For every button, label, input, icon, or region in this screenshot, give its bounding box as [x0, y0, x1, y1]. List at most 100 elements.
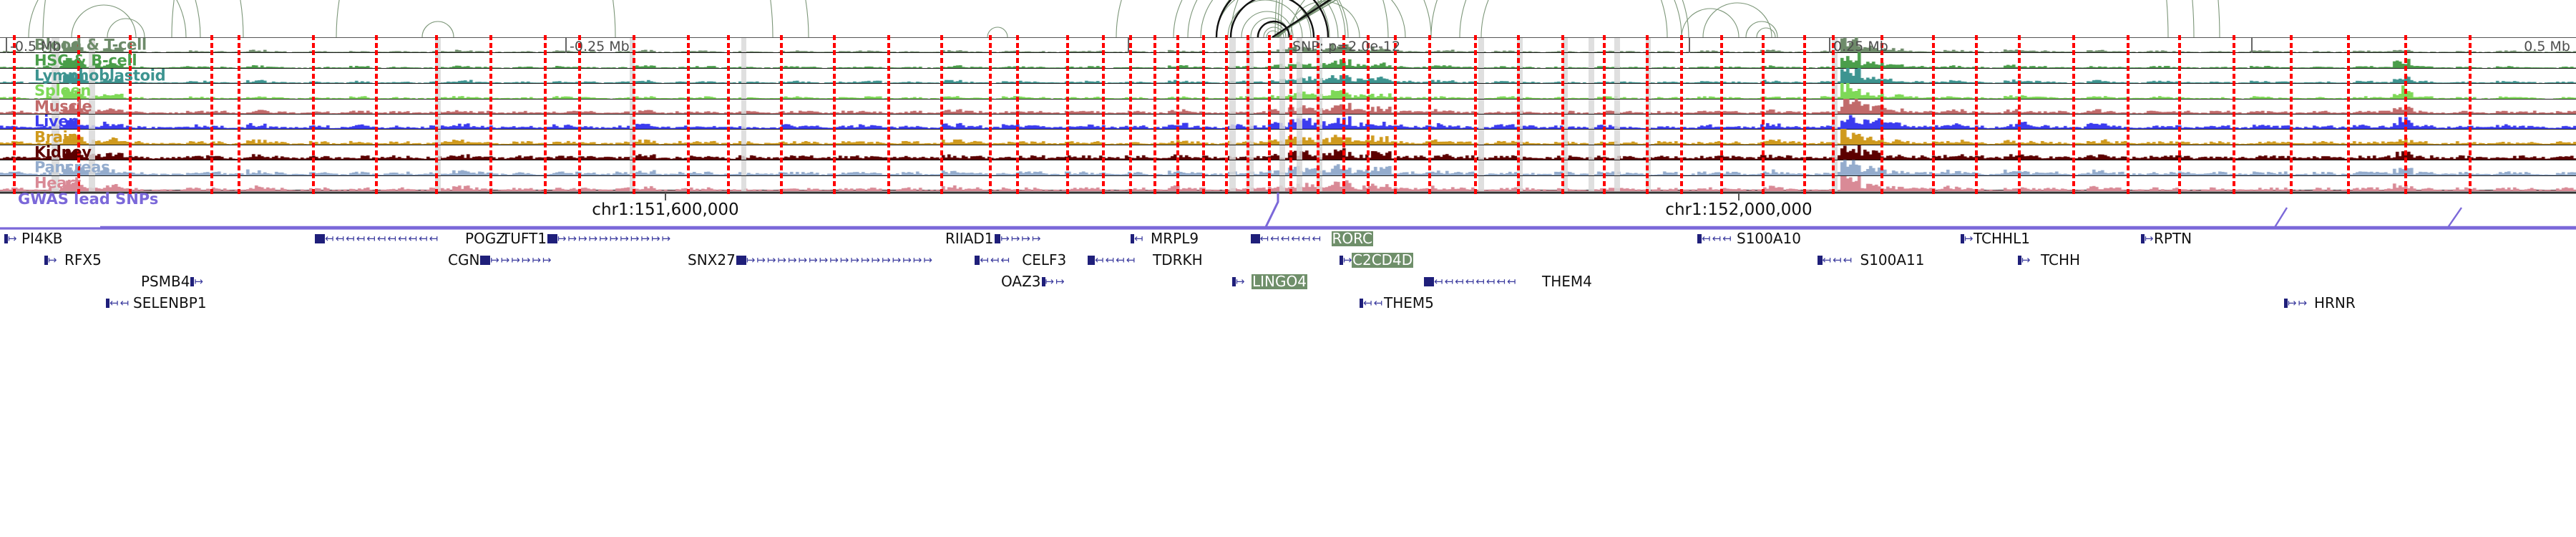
- snp-marker-line[interactable]: [2178, 50, 2181, 71]
- gene-snx27[interactable]: SNX27 ↦↦↦↦↦↦↦↦↦↦↦↦↦↦↦↦↦↦: [687, 252, 982, 268]
- snp-marker-line[interactable]: [1880, 50, 1883, 71]
- snp-marker-line[interactable]: [1202, 111, 1205, 132]
- snp-marker-line[interactable]: [687, 127, 690, 147]
- snp-marker-line[interactable]: [1646, 158, 1649, 178]
- snp-marker-line[interactable]: [312, 158, 315, 178]
- snp-marker-line[interactable]: [1428, 50, 1431, 71]
- snp-marker-line[interactable]: [1720, 65, 1723, 87]
- snp-marker-line[interactable]: [1153, 127, 1156, 147]
- snp-marker-line[interactable]: [1202, 65, 1205, 87]
- snp-marker-line[interactable]: [435, 50, 438, 71]
- snp-marker-line[interactable]: [1832, 35, 1835, 56]
- snp-marker-line[interactable]: [2233, 142, 2235, 163]
- snp-marker-line[interactable]: [940, 50, 943, 71]
- snp-marker-line[interactable]: [2233, 96, 2235, 117]
- snp-marker-line[interactable]: [1176, 81, 1179, 102]
- snp-marker-line[interactable]: [1225, 81, 1228, 102]
- snp-marker-line[interactable]: [887, 96, 890, 117]
- snp-marker-line[interactable]: [544, 96, 547, 117]
- snp-marker-line[interactable]: [2347, 96, 2350, 117]
- snp-marker-line[interactable]: [1102, 35, 1105, 56]
- snp-marker-line[interactable]: [2290, 96, 2293, 117]
- snp-marker-line[interactable]: [633, 111, 635, 132]
- snp-marker-line[interactable]: [1474, 81, 1477, 102]
- snp-marker-line[interactable]: [238, 81, 240, 102]
- snp-marker-line[interactable]: [1646, 111, 1649, 132]
- snp-marker-line[interactable]: [1762, 158, 1765, 178]
- snp-marker-line[interactable]: [1428, 111, 1431, 132]
- signal-track-row[interactable]: Brain: [0, 127, 2576, 147]
- snp-marker-line[interactable]: [1102, 65, 1105, 87]
- snp-marker-line[interactable]: [2347, 173, 2350, 194]
- snp-marker-line[interactable]: [833, 65, 836, 87]
- snp-marker-line[interactable]: [1603, 173, 1606, 194]
- snp-marker-line[interactable]: [1603, 158, 1606, 178]
- snp-marker-line[interactable]: [2072, 142, 2075, 163]
- snp-marker-line[interactable]: [1317, 96, 1319, 117]
- snp-marker-line[interactable]: [2404, 142, 2407, 163]
- snp-marker-line[interactable]: [210, 127, 213, 147]
- snp-marker-line[interactable]: [2404, 111, 2407, 132]
- snp-marker-line[interactable]: [1129, 142, 1132, 163]
- snp-marker-line[interactable]: [1975, 127, 1978, 147]
- snp-marker-line[interactable]: [633, 158, 635, 178]
- snp-marker-line[interactable]: [1428, 158, 1431, 178]
- snp-marker-line[interactable]: [544, 142, 547, 163]
- snp-marker-line[interactable]: [687, 35, 690, 56]
- snp-marker-line[interactable]: [1129, 96, 1132, 117]
- snp-marker-line[interactable]: [1517, 65, 1520, 87]
- snp-marker-line[interactable]: [77, 158, 80, 178]
- snp-marker-line[interactable]: [578, 81, 581, 102]
- snp-marker-line[interactable]: [833, 81, 836, 102]
- snp-marker-line[interactable]: [435, 65, 438, 87]
- snp-marker-line[interactable]: [989, 81, 992, 102]
- snp-marker-line[interactable]: [238, 158, 240, 178]
- snp-marker-line[interactable]: [687, 96, 690, 117]
- snp-marker-line[interactable]: [544, 50, 547, 71]
- snp-marker-line[interactable]: [1129, 173, 1132, 194]
- snp-marker-line[interactable]: [1202, 173, 1205, 194]
- snp-marker-line[interactable]: [1832, 65, 1835, 87]
- snp-marker-line[interactable]: [1474, 111, 1477, 132]
- snp-marker-line[interactable]: [1225, 173, 1228, 194]
- snp-marker-line[interactable]: [1367, 81, 1370, 102]
- snp-marker-line[interactable]: [2178, 142, 2181, 163]
- snp-marker-line[interactable]: [1268, 81, 1271, 102]
- snp-marker-line[interactable]: [1517, 142, 1520, 163]
- snp-marker-line[interactable]: [1342, 173, 1345, 194]
- snp-marker-line[interactable]: [2404, 81, 2407, 102]
- snp-marker-line[interactable]: [940, 127, 943, 147]
- snp-marker-line[interactable]: [2178, 111, 2181, 132]
- snp-marker-line[interactable]: [13, 65, 16, 87]
- signal-track-row[interactable]: Spleen: [0, 81, 2576, 102]
- snp-marker-line[interactable]: [1225, 65, 1228, 87]
- snp-marker-line[interactable]: [435, 35, 438, 56]
- snp-marker-line[interactable]: [1176, 50, 1179, 71]
- snp-marker-line[interactable]: [1153, 158, 1156, 178]
- snp-marker-line[interactable]: [1268, 158, 1271, 178]
- snp-marker-line[interactable]: [1720, 158, 1723, 178]
- snp-marker-line[interactable]: [13, 173, 16, 194]
- snp-marker-line[interactable]: [1394, 65, 1397, 87]
- snp-marker-line[interactable]: [312, 127, 315, 147]
- snp-marker-line[interactable]: [13, 111, 16, 132]
- signal-track-row[interactable]: Liver: [0, 111, 2576, 132]
- snp-marker-line[interactable]: [1880, 65, 1883, 87]
- snp-marker-line[interactable]: [1517, 96, 1520, 117]
- snp-marker-line[interactable]: [77, 35, 80, 56]
- snp-marker-line[interactable]: [1289, 65, 1292, 87]
- snp-marker-line[interactable]: [2290, 173, 2293, 194]
- snp-marker-line[interactable]: [2290, 158, 2293, 178]
- snp-marker-line[interactable]: [129, 65, 132, 87]
- snp-marker-line[interactable]: [940, 173, 943, 194]
- snp-marker-line[interactable]: [833, 111, 836, 132]
- snp-marker-line[interactable]: [833, 35, 836, 56]
- snp-marker-line[interactable]: [1225, 111, 1228, 132]
- snp-marker-line[interactable]: [578, 111, 581, 132]
- snp-marker-line[interactable]: [780, 173, 783, 194]
- snp-marker-line[interactable]: [687, 111, 690, 132]
- snp-marker-line[interactable]: [727, 111, 730, 132]
- snp-marker-line[interactable]: [2018, 173, 2021, 194]
- snp-marker-line[interactable]: [1202, 50, 1205, 71]
- snp-marker-line[interactable]: [2127, 111, 2129, 132]
